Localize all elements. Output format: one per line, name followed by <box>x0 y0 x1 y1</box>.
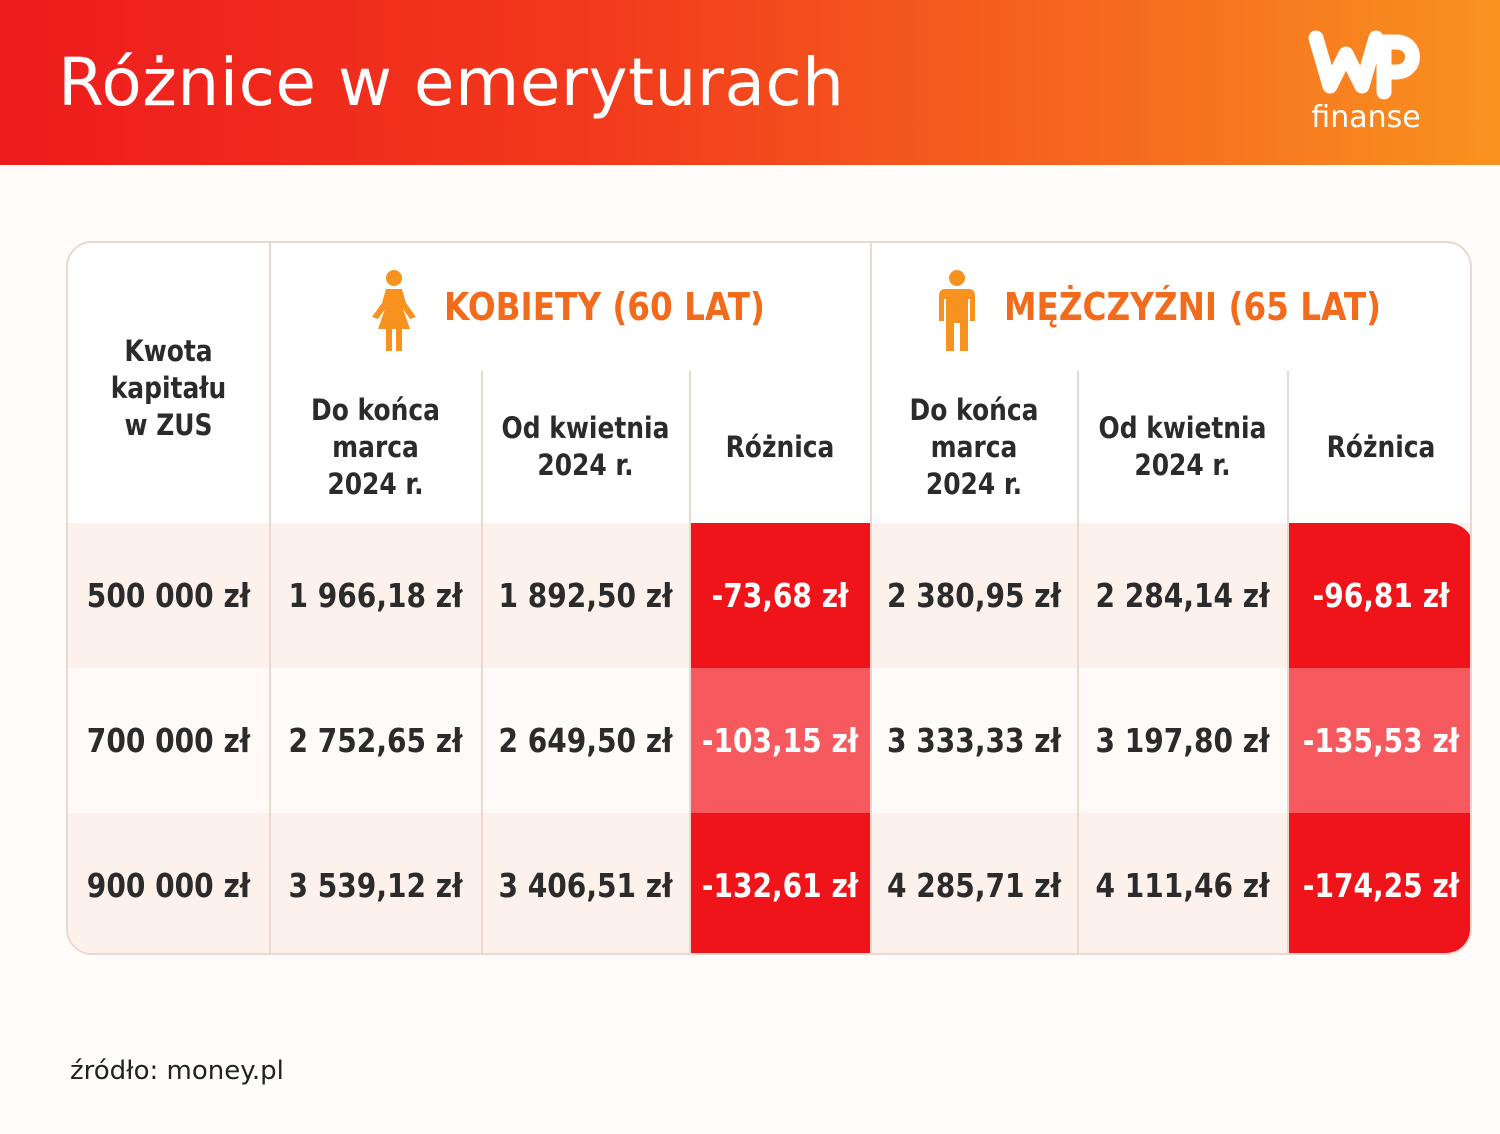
men-diff-cell: -96,81 zł <box>1312 576 1450 615</box>
men-before-cell: 2 380,95 zł <box>886 576 1062 615</box>
women-diff-cell: -73,68 zł <box>711 576 849 615</box>
column-divider <box>269 243 271 953</box>
group-label-women: KOBIETY (60 LAT) <box>444 285 765 329</box>
column-divider <box>481 371 483 953</box>
col-header-men-diff: Różnica <box>1326 429 1436 464</box>
diff-cell-bg <box>1288 668 1470 813</box>
men-before-cell: 3 333,33 zł <box>886 721 1062 760</box>
column-divider <box>1287 371 1289 953</box>
men-before-cell: 4 285,71 zł <box>886 866 1062 905</box>
diff-cell-bg <box>1288 523 1470 668</box>
capital-cell: 900 000 zł <box>86 866 251 905</box>
col-header-women-after: Od kwietnia 2024 r. <box>501 411 670 482</box>
logo-text: finanse <box>1311 100 1421 135</box>
woman-icon <box>372 270 416 351</box>
capital-column-header: Kwota kapitału w ZUS <box>110 333 227 442</box>
col-header-women-diff: Różnica <box>725 429 835 464</box>
men-after-cell: 4 111,46 zł <box>1095 866 1270 905</box>
column-divider <box>689 371 691 953</box>
diff-cell-bg <box>690 668 870 813</box>
women-after-cell: 3 406,51 zł <box>498 866 673 905</box>
header-banner: Różnice w emeryturach finanse <box>0 0 1500 165</box>
men-after-cell: 3 197,80 zł <box>1095 721 1270 760</box>
column-divider <box>1077 371 1079 953</box>
group-header-women: KOBIETY (60 LAT) <box>270 243 870 371</box>
man-icon <box>939 270 975 351</box>
col-header-women-before: Do końca marca 2024 r. <box>311 392 440 501</box>
wp-logo-icon <box>1308 30 1420 100</box>
col-header-men-before: Do końca marca 2024 r. <box>909 392 1039 501</box>
men-after-cell: 2 284,14 zł <box>1095 576 1270 615</box>
col-header-men-after: Od kwietnia 2024 r. <box>1098 411 1267 482</box>
women-diff-cell: -132,61 zł <box>701 866 859 905</box>
men-diff-cell: -135,53 zł <box>1302 721 1460 760</box>
capital-cell: 500 000 zł <box>86 576 251 615</box>
group-label-men: MĘŻCZYŹNI (65 LAT) <box>1004 285 1382 329</box>
capital-cell: 700 000 zł <box>86 721 251 760</box>
diff-cell-bg <box>1288 813 1470 953</box>
wp-logo: finanse <box>1306 28 1426 138</box>
diff-cell-bg <box>690 813 870 953</box>
women-before-cell: 3 539,12 zł <box>288 866 463 905</box>
page-title: Różnice w emeryturach <box>58 44 845 121</box>
group-header-men: MĘŻCZYŹNI (65 LAT) <box>871 243 1470 371</box>
women-after-cell: 1 892,50 zł <box>498 576 673 615</box>
column-divider <box>870 243 872 953</box>
women-before-cell: 1 966,18 zł <box>288 576 463 615</box>
women-after-cell: 2 649,50 zł <box>498 721 673 760</box>
women-diff-cell: -103,15 zł <box>701 721 859 760</box>
diff-cell-bg <box>690 523 870 668</box>
pension-table: Kwota kapitału w ZUS KOBIETY (60 LAT) MĘ… <box>66 241 1472 955</box>
men-diff-cell: -174,25 zł <box>1302 866 1460 905</box>
source-note: źródło: money.pl <box>70 1056 284 1086</box>
women-before-cell: 2 752,65 zł <box>288 721 463 760</box>
